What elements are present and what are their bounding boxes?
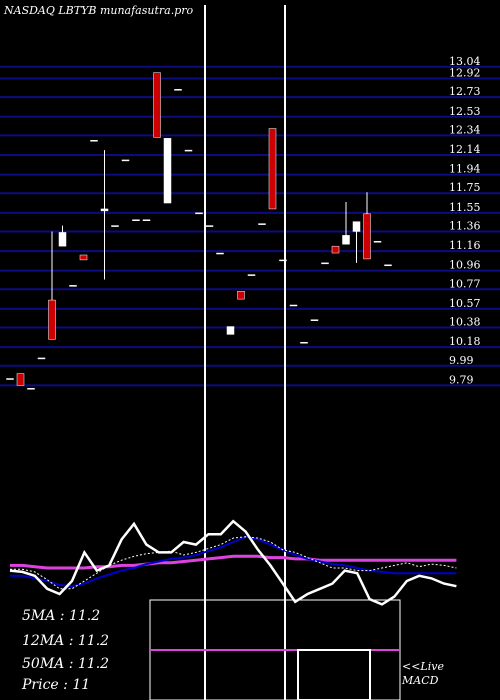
- ma5-value: 5MA : 11.2: [22, 608, 101, 624]
- ma-long-line: [10, 554, 457, 570]
- candle: [321, 262, 329, 265]
- candle: [373, 241, 382, 243]
- y-tick-label: 11.94: [449, 163, 481, 176]
- price-line: [9, 519, 457, 606]
- y-tick-label: 10.77: [449, 277, 481, 290]
- candle: [69, 285, 77, 287]
- candle: [195, 212, 203, 215]
- moving-average-panel: [9, 519, 457, 606]
- candle: [100, 208, 109, 212]
- candle: [384, 264, 392, 267]
- candle: [90, 140, 98, 142]
- candle: [226, 326, 235, 335]
- candle: [258, 223, 266, 225]
- candle: [79, 254, 88, 261]
- candle: [352, 221, 361, 232]
- candlestick-series: [6, 72, 392, 390]
- candle: [184, 149, 193, 152]
- macd-label: MACD: [402, 674, 439, 687]
- y-tick-label: 11.16: [449, 239, 481, 252]
- y-tick-label: 10.18: [449, 335, 481, 348]
- y-tick-label: 10.38: [449, 316, 481, 329]
- candle: [132, 219, 140, 221]
- candle: [174, 89, 182, 91]
- y-tick-label: 12.53: [449, 105, 481, 118]
- y-tick-label: 12.73: [449, 85, 481, 98]
- ma-slow-line: [10, 535, 457, 588]
- ma-fast-line: [10, 536, 457, 590]
- y-tick-label: 12.92: [449, 67, 481, 80]
- vertical-marker-lines: [204, 5, 286, 700]
- y-tick-label: 12.14: [449, 143, 481, 156]
- candle: [205, 225, 214, 227]
- candle: [111, 225, 119, 227]
- chart-title: NASDAQ LBTYB munafasutra.pro: [4, 4, 194, 17]
- candle: [342, 235, 350, 245]
- candle: [363, 213, 371, 260]
- candle: [216, 252, 224, 255]
- y-tick-label: 13.04: [449, 55, 481, 68]
- candle: [121, 159, 130, 162]
- y-tick-label: 10.96: [449, 259, 481, 272]
- y-tick-label: 11.75: [449, 181, 481, 194]
- candle: [58, 232, 67, 247]
- live-macd-label[interactable]: <<Live: [402, 660, 444, 673]
- candle: [289, 304, 298, 307]
- y-tick-label: 11.55: [449, 201, 481, 214]
- candle: [153, 72, 161, 138]
- y-tick-label: 10.57: [449, 297, 481, 310]
- candle: [142, 219, 151, 221]
- candle: [6, 378, 14, 380]
- macd-histogram-bar: [297, 649, 371, 700]
- price-value: Price : 11: [22, 677, 91, 693]
- candle: [237, 291, 245, 300]
- candle: [16, 373, 25, 386]
- candle: [300, 341, 308, 344]
- y-tick-label: 9.79: [449, 373, 474, 386]
- y-tick-label: 12.34: [449, 123, 481, 136]
- candle: [279, 259, 287, 262]
- candle: [48, 299, 56, 340]
- candle: [268, 128, 277, 210]
- y-tick-label: 9.99: [449, 354, 474, 367]
- candle: [247, 274, 256, 276]
- price-grid-lines: [0, 65, 500, 387]
- candle: [37, 357, 46, 360]
- macd-panel: [149, 599, 401, 700]
- candle: [331, 245, 340, 254]
- ma50-value: 50MA : 11.2: [22, 656, 110, 672]
- candle: [27, 388, 35, 390]
- candle: [310, 319, 319, 321]
- candle: [163, 138, 172, 204]
- y-tick-label: 11.36: [449, 219, 481, 232]
- ma12-value: 12MA : 11.2: [22, 633, 110, 649]
